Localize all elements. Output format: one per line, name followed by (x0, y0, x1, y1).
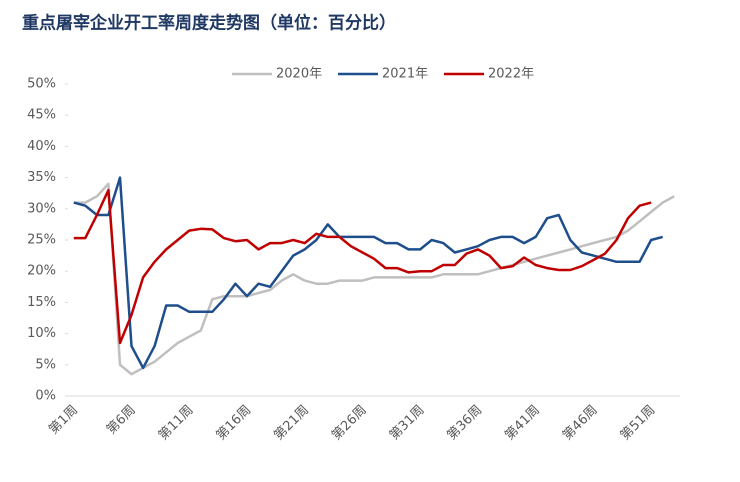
y-tick-label: 0% (35, 389, 56, 404)
legend-label: 2022年 (488, 67, 534, 82)
y-tick-label: 50% (27, 77, 56, 92)
y-tick-label: 30% (27, 201, 56, 216)
x-tick-label: 第26周 (329, 403, 370, 444)
y-tick-label: 10% (27, 326, 56, 341)
legend-label: 2021年 (382, 67, 428, 82)
x-tick-label: 第51周 (618, 403, 659, 444)
x-tick-label: 第6周 (104, 403, 139, 438)
y-tick-label: 40% (27, 139, 56, 154)
line-series (73, 176, 664, 370)
x-tick-label: 第41周 (502, 403, 543, 444)
y-tick-label: 15% (27, 295, 56, 310)
x-tick-label: 第16周 (214, 403, 255, 444)
y-tick-label: 35% (27, 170, 56, 185)
x-tick-label: 第36周 (445, 403, 486, 444)
x-tick-label: 第31周 (387, 403, 428, 444)
y-tick-label: 25% (27, 233, 56, 248)
line-series (73, 188, 652, 345)
y-tick-label: 45% (27, 108, 56, 123)
x-tick-label: 第46周 (560, 403, 601, 444)
x-tick-label: 第21周 (271, 403, 312, 444)
legend-label: 2020年 (276, 67, 322, 82)
y-tick-label: 20% (27, 264, 56, 279)
line-series (73, 182, 675, 376)
y-tick-label: 5% (35, 357, 56, 372)
x-tick-label: 第1周 (46, 403, 81, 438)
x-tick-label: 第11周 (156, 403, 197, 444)
chart-title: 重点屠宰企业开工率周度走势图（单位：百分比） (22, 13, 396, 34)
